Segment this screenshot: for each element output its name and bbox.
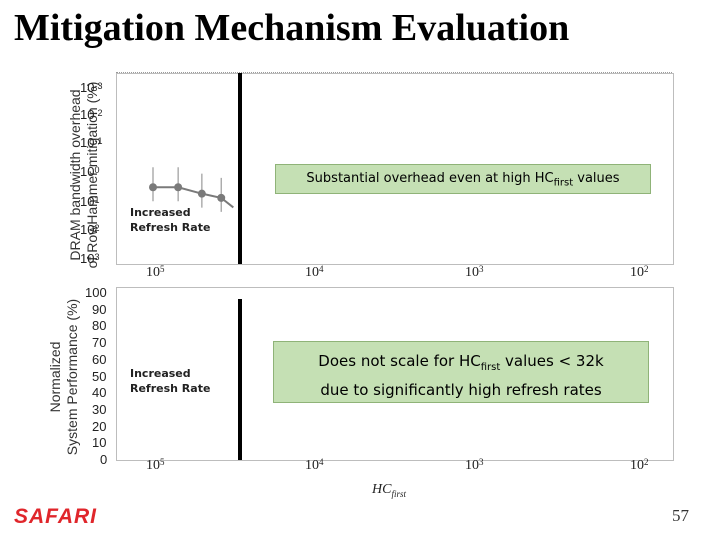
top-x-tick-exp: 5	[160, 264, 165, 274]
top-x-tick: 105	[146, 264, 165, 281]
top-x-tick-exp: 3	[479, 264, 484, 274]
top-y-tick-exp: -2	[94, 108, 103, 118]
bottom-y-tick: 70	[92, 335, 107, 351]
top-x-tick-exp: 4	[319, 264, 324, 274]
bottom-x-tick-base: 10	[630, 458, 644, 473]
top-y-tick: 10-2	[80, 107, 102, 122]
top-x-tick: 102	[630, 264, 649, 281]
x-axis-label-base: HC	[372, 482, 392, 497]
bottom-y-tick: 90	[92, 301, 107, 317]
data-point	[217, 193, 226, 202]
bottom-x-tick: 104	[305, 457, 324, 474]
bottom-threshold-line	[238, 299, 242, 460]
bottom-x-tick-base: 10	[305, 458, 319, 473]
top-callout-post: values	[573, 171, 620, 186]
page-number: 57	[672, 506, 689, 525]
top-annotation: Increased Refresh Rate	[130, 205, 210, 235]
bottom-y-tick: 50	[92, 368, 107, 384]
slide-title: Mitigation Mechanism Evaluation	[14, 7, 570, 49]
top-x-tick: 103	[465, 264, 484, 281]
bottom-callout-line1-post: values < 32k	[500, 352, 604, 370]
bottom-x-tick-base: 10	[146, 458, 160, 473]
top-y-tick-exp: 1	[94, 195, 100, 205]
x-axis-label-sub: first	[391, 488, 406, 499]
title-divider	[116, 72, 672, 73]
top-x-tick-base: 10	[305, 265, 319, 280]
top-y-tick-exp: 2	[94, 223, 100, 233]
bottom-y-tick: 10	[92, 435, 107, 451]
top-x-tick: 104	[305, 264, 324, 281]
top-y-tick: 102	[80, 222, 99, 237]
bottom-y-tick: 100	[85, 285, 107, 300]
top-x-tick-base: 10	[146, 265, 160, 280]
bottom-x-tick-exp: 4	[319, 457, 324, 467]
top-callout-pre: Substantial overhead even at high HC	[306, 171, 554, 186]
data-point	[174, 183, 183, 192]
bottom-x-tick-exp: 5	[160, 457, 165, 467]
bottom-x-tick: 105	[146, 457, 165, 474]
bottom-callout-line1: Does not scale for HCfirst values < 32k	[274, 350, 648, 379]
top-y-tick: 101	[80, 194, 99, 209]
top-callout: Substantial overhead even at high HCfirs…	[275, 164, 651, 194]
top-y-tick-exp: 3	[94, 252, 100, 262]
bottom-x-tick: 103	[465, 457, 484, 474]
top-y-tick: 103	[80, 251, 99, 266]
top-x-tick-base: 10	[630, 265, 644, 280]
bottom-callout-line2: due to significantly high refresh rates	[320, 381, 602, 399]
top-y-tick: 10-3	[80, 80, 102, 95]
bottom-callout-line1-sub: first	[480, 362, 501, 373]
bottom-y-tick: 60	[92, 351, 107, 367]
bottom-callout: Does not scale for HCfirst values < 32k …	[273, 341, 649, 403]
top-y-tick-base: 10	[80, 135, 95, 150]
top-y-tick-base: 10	[80, 222, 95, 237]
top-y-tick-base: 10	[80, 164, 95, 179]
top-y-tick-exp: 0	[94, 165, 100, 175]
top-threshold-line	[238, 73, 242, 264]
top-x-tick-base: 10	[465, 265, 479, 280]
bottom-x-tick-exp: 2	[644, 457, 649, 467]
top-y-tick: 10-1	[80, 135, 102, 150]
bottom-y-tick: 40	[92, 385, 107, 401]
bottom-annotation-line2: Refresh Rate	[130, 382, 211, 395]
bottom-y-tick: 20	[92, 418, 107, 434]
top-annotation-line2: Refresh Rate	[130, 221, 211, 234]
x-axis-label: HCfirst	[372, 482, 406, 499]
bottom-x-tick: 102	[630, 457, 649, 474]
bottom-x-tick-base: 10	[465, 458, 479, 473]
bottom-y-tick: 30	[92, 401, 107, 417]
top-x-tick-exp: 2	[644, 264, 649, 274]
top-y-tick-base: 10	[80, 107, 95, 122]
top-y-tick-base: 10	[80, 251, 95, 266]
bottom-y-tick: 0	[100, 452, 108, 467]
safari-logo: SAFARI	[14, 505, 98, 528]
top-annotation-line1: Increased	[130, 206, 191, 219]
data-point	[149, 183, 157, 192]
data-point	[197, 189, 206, 198]
bottom-callout-line1-pre: Does not scale for HC	[318, 352, 481, 370]
top-y-tick-base: 10	[80, 80, 95, 95]
bottom-y-tick: 80	[92, 318, 107, 334]
bottom-annotation-line1: Increased	[130, 367, 191, 380]
top-y-tick-exp: -3	[94, 81, 103, 91]
top-y-tick: 100	[80, 164, 99, 179]
top-y-tick-base: 10	[80, 194, 95, 209]
top-callout-sub: first	[553, 177, 574, 189]
bottom-annotation: Increased Refresh Rate	[130, 366, 210, 396]
bottom-x-tick-exp: 3	[479, 457, 484, 467]
top-y-tick-exp: -1	[94, 136, 103, 146]
